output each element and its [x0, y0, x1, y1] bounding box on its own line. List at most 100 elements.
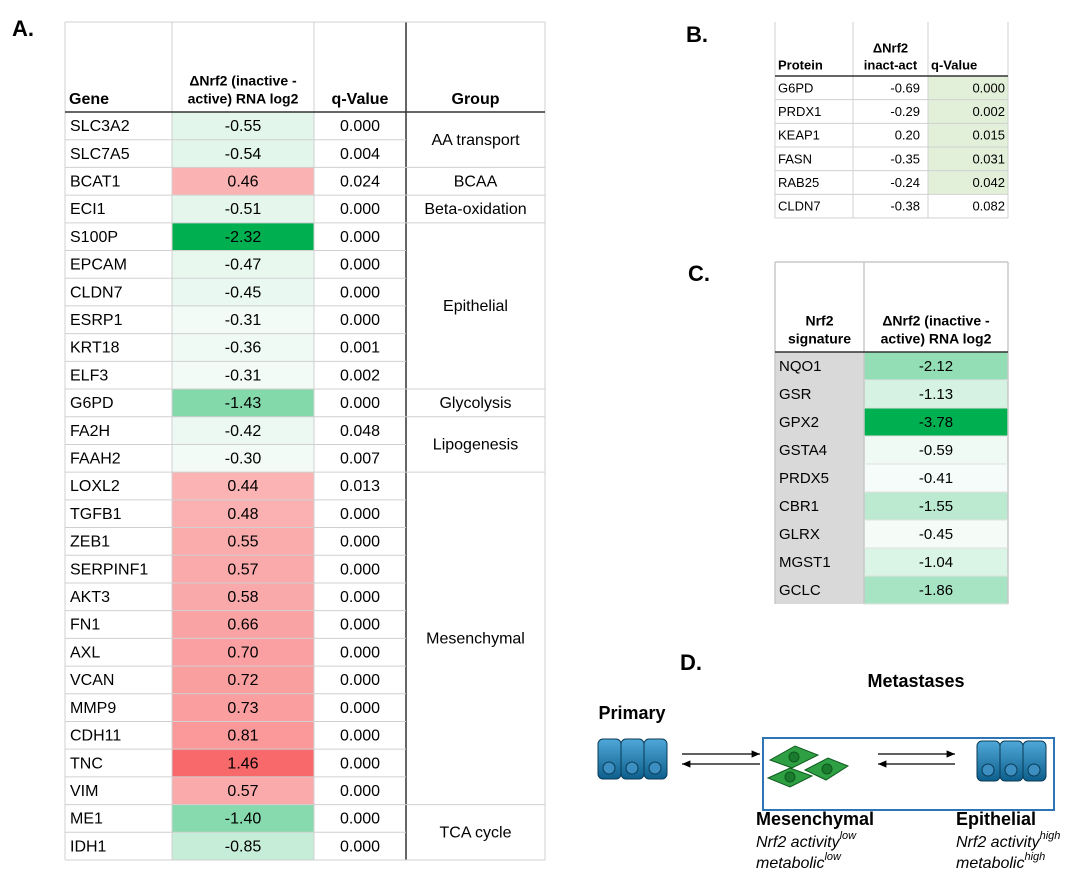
page: A. B. C. D. Gene ΔNrf2 (inactive - active) RNA…	[0, 0, 1084, 873]
log2-value: -1.43	[225, 395, 262, 412]
log2-value: -1.13	[919, 386, 953, 403]
metabolic-text: metabolic	[756, 855, 824, 872]
q-value: 0.000	[340, 589, 380, 606]
diagram-shapes	[598, 738, 1054, 810]
column-header: Protein	[778, 57, 823, 72]
column-header: active) RNA log2	[881, 331, 992, 347]
log2-value: 0.48	[227, 506, 258, 523]
log2-value: -0.51	[225, 201, 262, 218]
log2-value: -0.45	[919, 526, 953, 543]
log2-value: -2.32	[225, 229, 262, 246]
q-value: 0.082	[972, 199, 1005, 214]
column-header: inact-act	[864, 57, 918, 72]
gene: FN1	[70, 617, 100, 634]
gene: SLC7A5	[70, 146, 130, 163]
log2-value: -1.04	[919, 554, 953, 571]
log2-value: -0.35	[890, 151, 920, 166]
log2-value: -0.54	[225, 146, 262, 163]
gene: BCAT1	[70, 173, 120, 190]
q-value: 0.000	[340, 284, 380, 301]
column-header: q-Value	[332, 91, 389, 108]
q-value: 0.000	[340, 811, 380, 828]
gene: SLC3A2	[70, 118, 130, 135]
primary-label: Primary	[598, 703, 665, 723]
q-value: 0.000	[972, 80, 1005, 95]
q-value: 0.000	[340, 783, 380, 800]
activity-text: Nrf2 activity	[756, 834, 841, 851]
q-value: 0.048	[340, 423, 380, 440]
gene: NQO1	[779, 358, 822, 375]
group-label: Beta-oxidation	[424, 201, 526, 218]
gene: MMP9	[70, 700, 116, 717]
gene: SERPINF1	[70, 561, 148, 578]
log2-value: 0.57	[227, 561, 258, 578]
q-value: 0.000	[340, 838, 380, 855]
q-value: 0.000	[340, 728, 380, 745]
gene: GCLC	[779, 582, 821, 599]
gene: CLDN7	[70, 284, 123, 301]
log2-value: -0.55	[225, 118, 262, 135]
log2-value: -1.55	[919, 498, 953, 515]
metabolic-text: metabolic	[956, 855, 1024, 872]
gene: GSR	[779, 386, 812, 403]
activity-text: Nrf2 activity	[956, 834, 1041, 851]
epithelial-metabolic: metabolichigh	[956, 851, 1045, 872]
column-header: ΔNrf2	[873, 40, 908, 55]
protein: G6PD	[778, 80, 813, 95]
log2-value: -0.31	[225, 367, 262, 384]
log2-value: 0.66	[227, 617, 258, 634]
protein: KEAP1	[778, 128, 820, 143]
log2-value: 0.72	[227, 672, 258, 689]
log2-value: 0.20	[895, 128, 920, 143]
gene: EPCAM	[70, 257, 127, 274]
panel-label: A.	[12, 16, 34, 41]
gene: PRDX5	[779, 470, 829, 487]
q-value: 0.000	[340, 644, 380, 661]
q-value: 0.007	[340, 451, 380, 468]
log2-value: -3.78	[919, 414, 953, 431]
gene: S100P	[70, 229, 118, 246]
log2-value: -0.42	[225, 423, 262, 440]
gene: CDH11	[70, 728, 121, 745]
gene: LOXL2	[70, 478, 120, 495]
log2-value: -0.29	[890, 104, 920, 119]
activity-level: high	[1040, 830, 1061, 842]
q-value: 0.042	[972, 175, 1005, 190]
group-label: Glycolysis	[439, 395, 511, 412]
column-header: ΔNrf2 (inactive -	[882, 313, 990, 329]
panel-label: C.	[688, 261, 710, 286]
q-value: 0.015	[972, 128, 1005, 143]
panel-label: B.	[686, 22, 708, 47]
group-label: Epithelial	[443, 298, 508, 315]
q-value: 0.000	[340, 118, 380, 135]
log2-value: -0.30	[225, 451, 262, 468]
log2-value: -0.47	[225, 257, 262, 274]
log2-value: 0.73	[227, 700, 258, 717]
gene: KRT18	[70, 340, 120, 357]
log2-value: -0.36	[225, 340, 262, 357]
epithelial-activity: Nrf2 activityhigh	[956, 830, 1060, 851]
q-value: 0.002	[340, 367, 380, 384]
gene: TGFB1	[70, 506, 122, 523]
group-label: Mesenchymal	[426, 631, 525, 648]
gene: GPX2	[779, 414, 819, 431]
q-value: 0.000	[340, 201, 380, 218]
q-value: 0.024	[340, 173, 380, 190]
q-value: 0.000	[340, 755, 380, 772]
log2-value: 0.55	[227, 534, 258, 551]
column-header: Nrf2	[805, 313, 833, 329]
q-value: 0.000	[340, 617, 380, 634]
protein: CLDN7	[778, 199, 821, 214]
column-header: q-Value	[931, 57, 977, 72]
log2-value: 1.46	[227, 755, 258, 772]
column-header: Gene	[69, 91, 109, 108]
gene: VCAN	[70, 672, 114, 689]
panel-label: D.	[680, 650, 702, 675]
column-header: ΔNrf2 (inactive -	[189, 73, 297, 89]
protein: RAB25	[778, 175, 819, 190]
q-value: 0.002	[972, 104, 1005, 119]
group-label: BCAA	[454, 173, 498, 190]
log2-value: -0.59	[919, 442, 953, 459]
gene: CBR1	[779, 498, 819, 515]
mesenchymal-activity: Nrf2 activitylow	[756, 830, 857, 851]
